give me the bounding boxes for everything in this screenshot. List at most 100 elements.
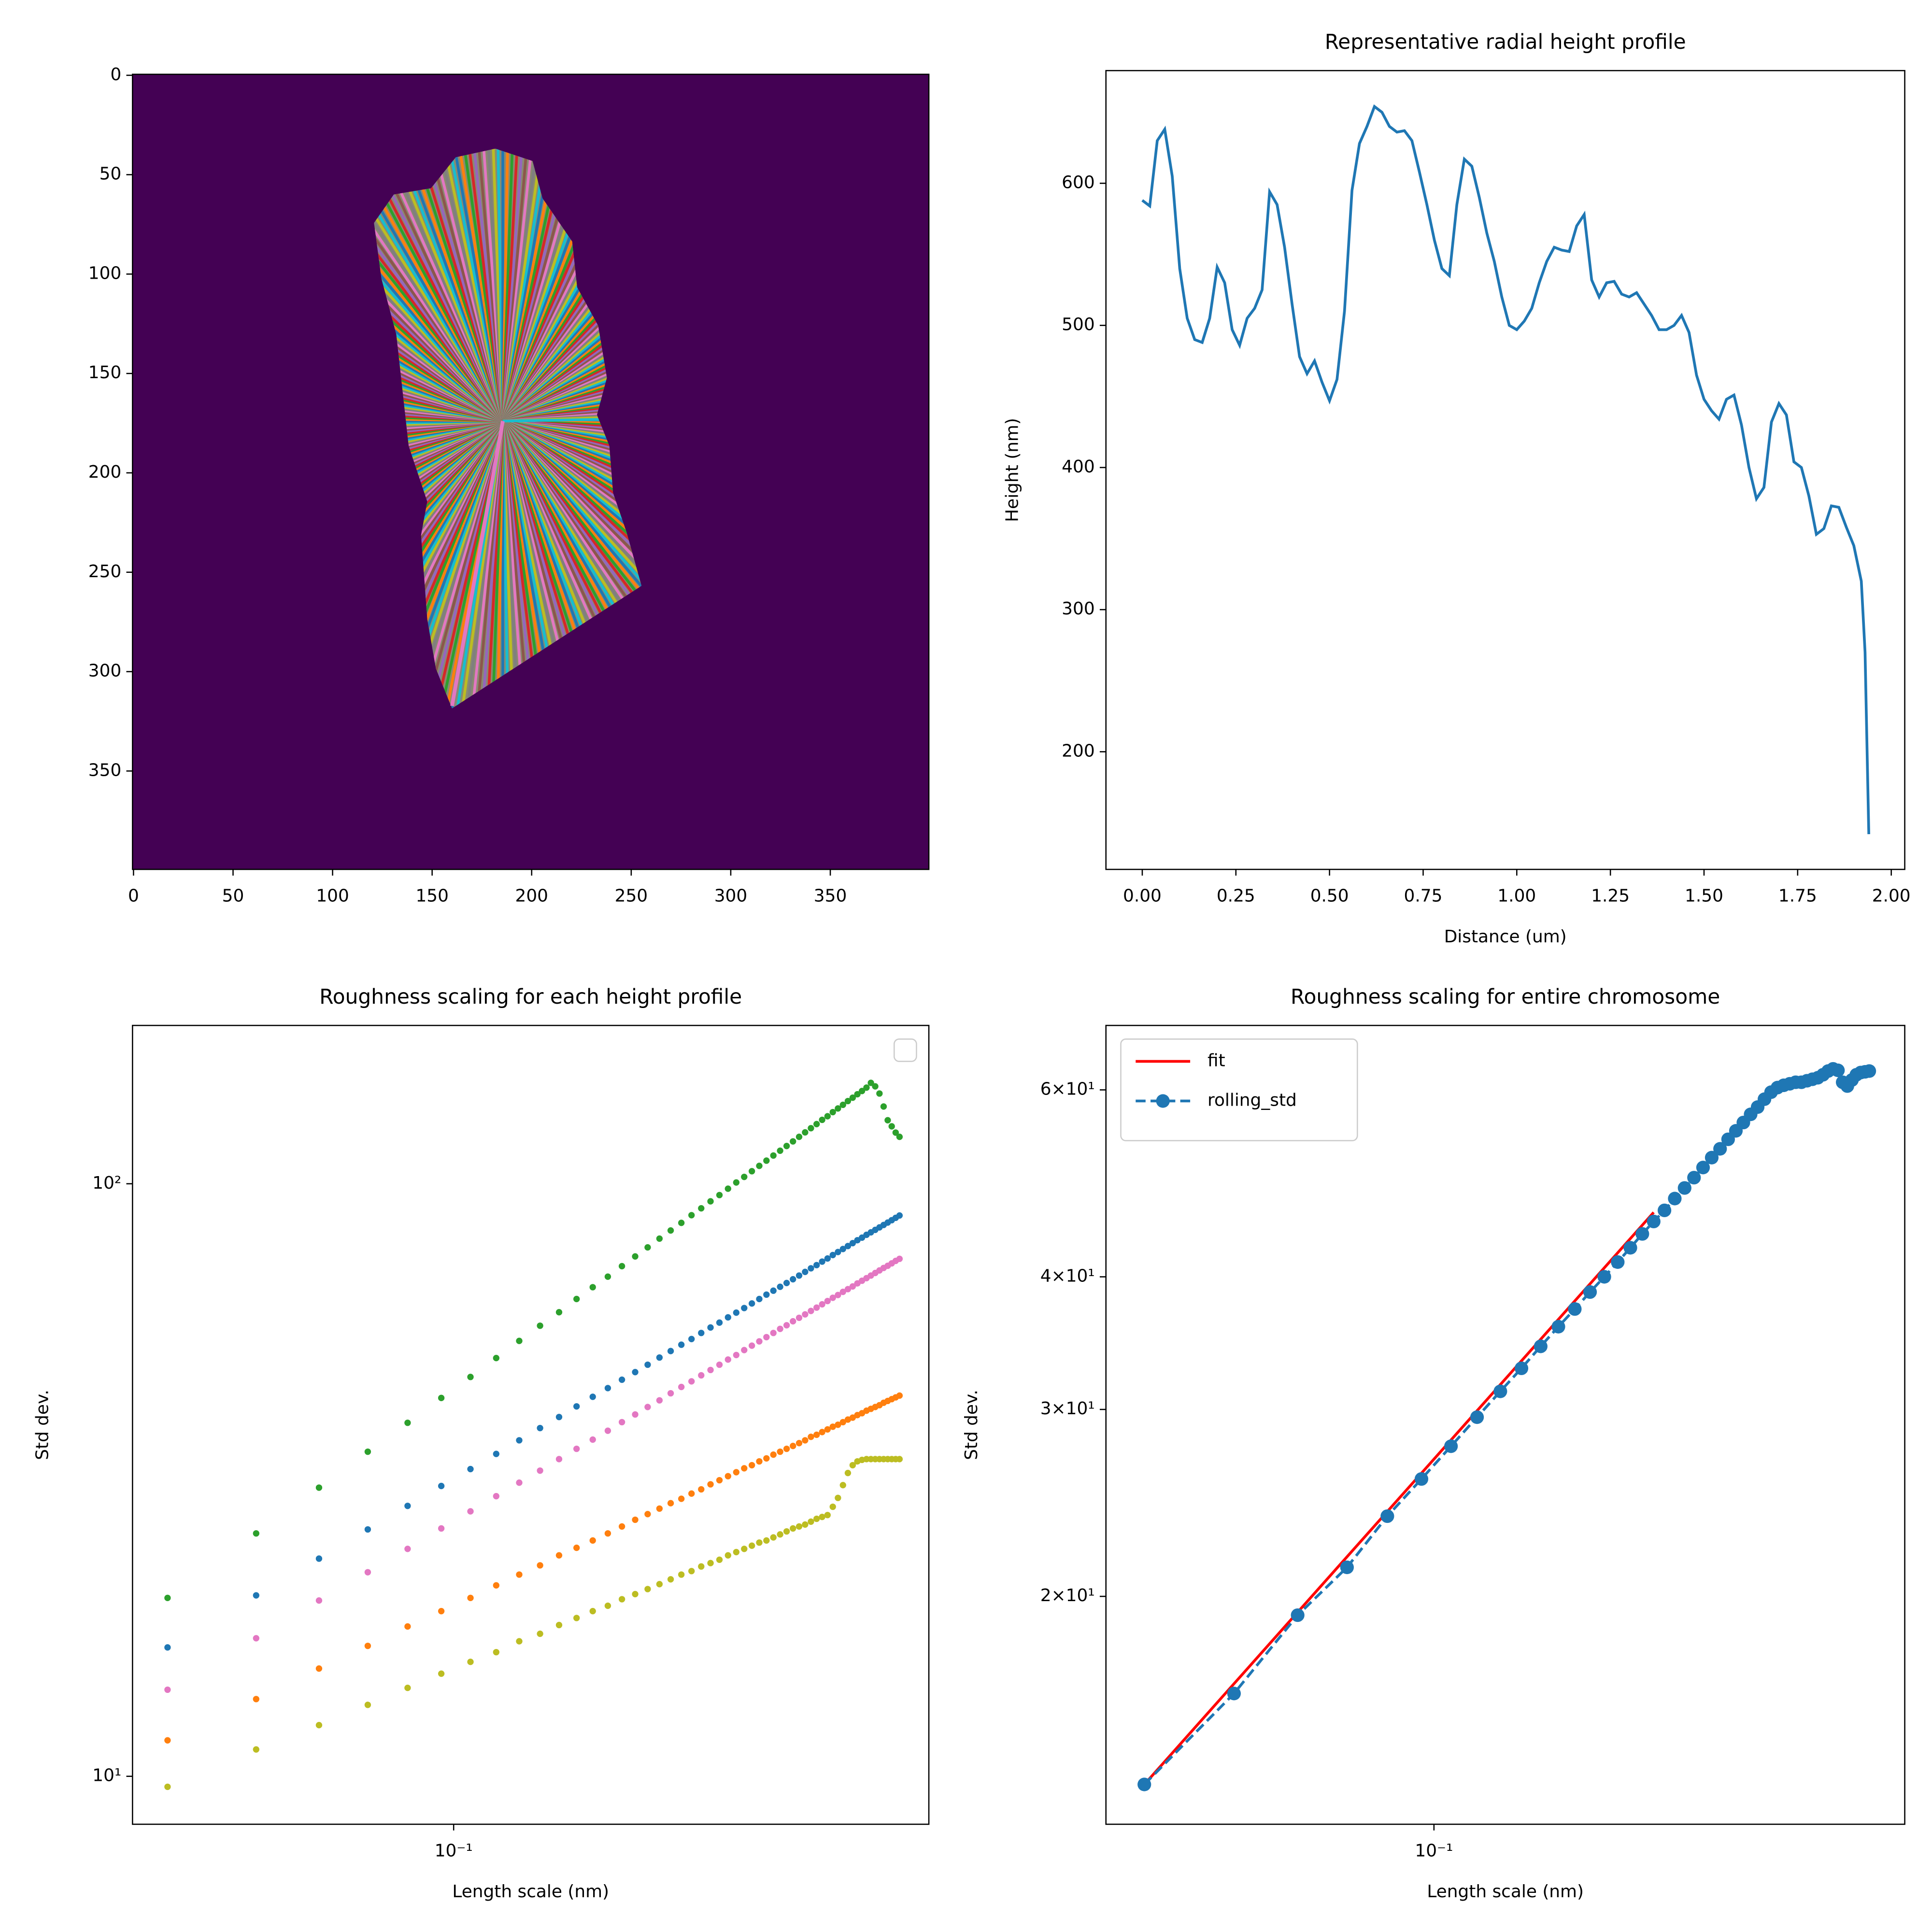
scatter-point: [748, 1168, 755, 1175]
axes-frame: [1105, 1024, 1905, 1825]
scatter-point: [808, 1518, 814, 1525]
scatter-point: [467, 1659, 474, 1665]
scatter-point: [555, 1552, 563, 1559]
scatter-point: [783, 1528, 790, 1535]
y-axis-label: Std dev.: [962, 1390, 981, 1460]
scatter-point: [824, 1297, 831, 1305]
scatter-point: [516, 1638, 523, 1645]
scatter-point: [863, 1084, 870, 1091]
scatter-point: [724, 1314, 731, 1321]
scatter-point: [796, 1134, 803, 1140]
scatter-point: [770, 1451, 777, 1458]
scatter-point: [678, 1495, 685, 1502]
scatter-point: [667, 1227, 674, 1234]
scatter-point: [678, 1571, 685, 1578]
scatter-point: [644, 1586, 651, 1592]
scatter-point: [835, 1494, 841, 1501]
scatter-point: [813, 1304, 820, 1311]
scatter-point: [756, 1338, 763, 1345]
scatter-point: [802, 1268, 809, 1275]
scatter-point: [819, 1513, 825, 1520]
y-tick-label: 600: [1062, 172, 1094, 192]
scatter-point: [493, 1648, 499, 1656]
scatter-point: [716, 1192, 723, 1198]
scatter-point: [688, 1378, 695, 1385]
x-tick-label: 1.75: [1778, 886, 1817, 906]
scatter-point: [849, 1462, 856, 1469]
scatter-point: [733, 1309, 740, 1316]
scatter-point: [796, 1272, 803, 1279]
x-tick-label: 1.25: [1591, 886, 1630, 906]
scatter-point: [467, 1465, 474, 1473]
x-tick-label: 10⁻¹: [1415, 1841, 1453, 1861]
data-point: [1534, 1339, 1548, 1353]
scatter-point: [808, 1434, 814, 1440]
scatter-point: [796, 1314, 803, 1321]
x-axis-label: Length scale (nm): [1427, 1882, 1584, 1902]
scatter-point: [880, 1103, 887, 1110]
scatter-point: [707, 1198, 714, 1205]
data-point: [1647, 1214, 1661, 1229]
scatter-point: [555, 1621, 563, 1629]
scatter-point: [790, 1443, 796, 1449]
chart-title: Roughness scaling for each height profil…: [319, 985, 742, 1009]
scatter-point: [849, 1283, 856, 1290]
scatter-point: [819, 1258, 825, 1265]
scatter-point: [756, 1163, 763, 1169]
x-tick-label: 150: [415, 886, 448, 906]
scatter-point: [656, 1505, 663, 1512]
scatter-point: [537, 1424, 543, 1432]
scatter-point: [688, 1212, 695, 1219]
scatter-point: [364, 1448, 371, 1455]
y-tick-label: 200: [1062, 741, 1094, 761]
scatter-point: [790, 1138, 796, 1145]
y-axis-label: Std dev.: [33, 1390, 53, 1460]
scatter-point: [698, 1486, 705, 1493]
scatter-point: [896, 1255, 903, 1262]
y-tick-label: 3×10¹: [1040, 1399, 1095, 1419]
scatter-point: [618, 1419, 625, 1426]
scatter-point: [667, 1500, 674, 1506]
scatter-point: [404, 1420, 411, 1426]
scatter-point: [763, 1537, 770, 1544]
scatter-point: [858, 1088, 866, 1094]
scatter-point: [604, 1427, 611, 1434]
scatter-point: [790, 1318, 796, 1325]
scatter-point: [253, 1746, 259, 1753]
data-point: [1444, 1439, 1458, 1453]
scatter-point: [777, 1531, 783, 1538]
scatter-point: [656, 1397, 663, 1404]
y-tick-label: 2×10¹: [1040, 1586, 1095, 1605]
scatter-point: [783, 1143, 790, 1150]
axes-frame: [132, 73, 930, 870]
scatter-point: [315, 1665, 323, 1672]
scatter-point: [707, 1366, 714, 1374]
x-tick-label: 1.00: [1497, 886, 1536, 906]
scatter-point: [724, 1552, 731, 1559]
x-axis-label: Length scale (nm): [452, 1882, 609, 1902]
scatter-point: [884, 1117, 891, 1123]
scatter-point: [698, 1330, 705, 1336]
y-tick-label: 100: [88, 263, 121, 283]
scatter-point: [783, 1279, 790, 1286]
data-point: [1551, 1320, 1565, 1334]
scatter-point: [839, 1419, 846, 1426]
scatter-point: [824, 1255, 831, 1262]
scatter-point: [829, 1294, 836, 1301]
scatter-point: [872, 1083, 879, 1090]
scatter-point: [783, 1445, 790, 1452]
data-point: [1713, 1142, 1727, 1156]
data-point: [1862, 1064, 1876, 1078]
x-tick-label: 250: [615, 886, 648, 906]
legend-label: fit: [1208, 1051, 1225, 1070]
profile-line: [450, 421, 505, 707]
scatter-point: [618, 1596, 625, 1603]
data-point: [1658, 1203, 1672, 1218]
scatter-point: [790, 1276, 796, 1283]
data-point: [1635, 1227, 1649, 1241]
scatter-point: [763, 1157, 770, 1164]
scatter-point: [253, 1635, 259, 1642]
data-point: [1687, 1171, 1701, 1185]
scatter-point: [716, 1361, 723, 1368]
